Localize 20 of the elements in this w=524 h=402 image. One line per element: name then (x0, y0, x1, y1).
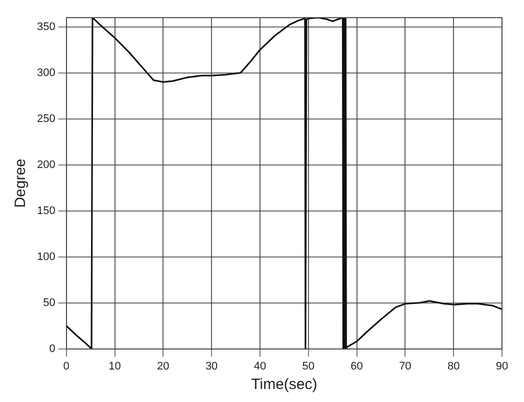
y-axis-title: Degree (12, 158, 30, 208)
x-tick-label: 10 (108, 360, 121, 372)
y-tick-label: 100 (36, 250, 56, 263)
y-tick-label: 250 (36, 112, 56, 125)
x-tick-label: 30 (205, 360, 218, 372)
y-tick-label: 300 (36, 66, 56, 79)
y-tick-label: 0 (49, 342, 56, 355)
x-tick-label: 60 (350, 360, 363, 372)
x-tick-label: 40 (254, 360, 266, 372)
x-tick-label: 50 (302, 360, 315, 372)
y-tick-label: 150 (36, 204, 56, 217)
y-tick-label: 350 (36, 20, 56, 33)
y-tick-label: 200 (36, 158, 56, 171)
x-tick-label: 20 (157, 360, 170, 372)
x-tick-label: 80 (447, 360, 460, 372)
x-axis-title: Time(sec) (251, 376, 318, 394)
y-tick-label: 50 (43, 296, 56, 309)
x-tick-label: 0 (63, 360, 70, 372)
x-tick-label: 70 (399, 360, 412, 372)
x-tick-label: 90 (496, 360, 508, 372)
